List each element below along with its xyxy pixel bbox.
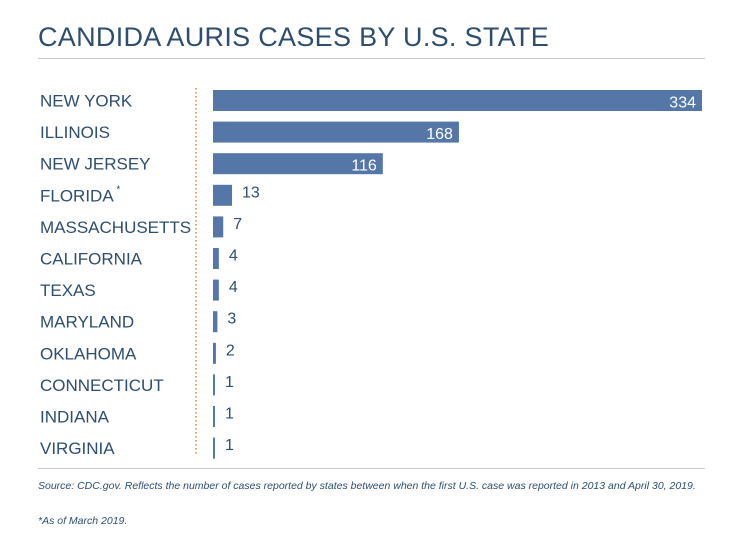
value-label: 4 [229,279,238,296]
category-label: NEW YORK [40,92,133,111]
category-label: MARYLAND [40,313,134,332]
category-label: CONNECTICUT [40,376,164,395]
bar [213,374,215,396]
bar [213,90,702,111]
category-label: CALIFORNIA [40,250,143,269]
bar [213,121,459,143]
value-label: 334 [669,95,696,112]
bar [213,342,216,364]
bar [213,311,218,333]
category-label: INDIANA [40,408,110,427]
chart-title: CANDIDA AURIS CASES BY U.S. STATE [38,22,550,52]
bar [213,279,219,301]
category-label: ILLINOIS [40,123,110,142]
category-label: NEW JERSEY [40,155,151,174]
category-label: MASSACHUSETTS [40,218,191,237]
category-label: OKLAHOMA [40,344,137,363]
bar [213,406,215,427]
category-label: TEXAS [40,281,96,300]
bar-chart: NEW YORK 334 ILLINOIS 168 NEW JERSEY 116 FLORI… [40,88,702,459]
value-label: 1 [225,406,234,423]
value-label: 2 [226,342,235,359]
footnote-marker: * [116,184,120,195]
value-label: 13 [242,184,260,201]
bar [213,437,215,459]
source-note: Source: CDC.gov. Reflects the number of … [38,480,696,492]
value-label: 7 [233,216,242,233]
value-label: 3 [227,311,236,328]
footnote: *As of March 2019. [38,515,128,527]
value-label: 1 [225,437,234,454]
bottom-divider [38,468,705,469]
bar [213,248,219,269]
value-label: 168 [426,126,453,143]
bar [213,153,383,175]
value-label: 116 [351,158,377,175]
value-label: 1 [225,374,234,391]
value-label: 4 [229,248,238,265]
category-label: VIRGINIA [40,439,115,458]
top-divider [38,58,705,59]
bar [213,216,224,238]
bar [213,184,233,206]
category-label: FLORIDA [40,186,114,205]
